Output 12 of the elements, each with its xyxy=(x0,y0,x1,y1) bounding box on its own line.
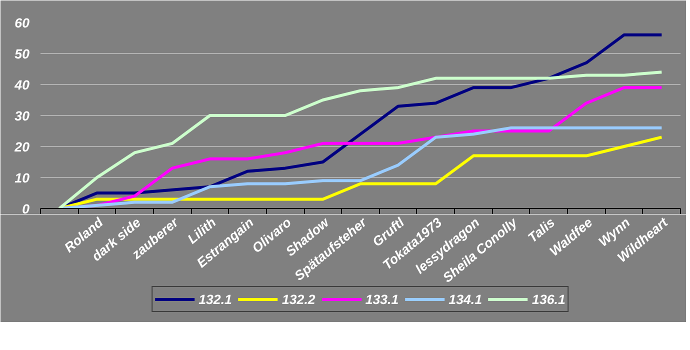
legend-label: 134.1 xyxy=(448,292,482,306)
y-tick-label: 10 xyxy=(14,170,30,186)
y-tick-label: 50 xyxy=(14,46,30,62)
y-tick-label: 40 xyxy=(14,78,30,92)
y-tick-label: 60 xyxy=(14,16,30,30)
y-tick-label: 0 xyxy=(22,202,30,216)
legend-label: 136.1 xyxy=(532,292,566,306)
legend-label: 133.1 xyxy=(365,292,399,306)
y-tick-label: 20 xyxy=(14,140,30,154)
legend-label: 132.1 xyxy=(198,292,232,306)
legend-label: 132.2 xyxy=(282,292,316,306)
y-tick-label: 30 xyxy=(14,108,30,124)
